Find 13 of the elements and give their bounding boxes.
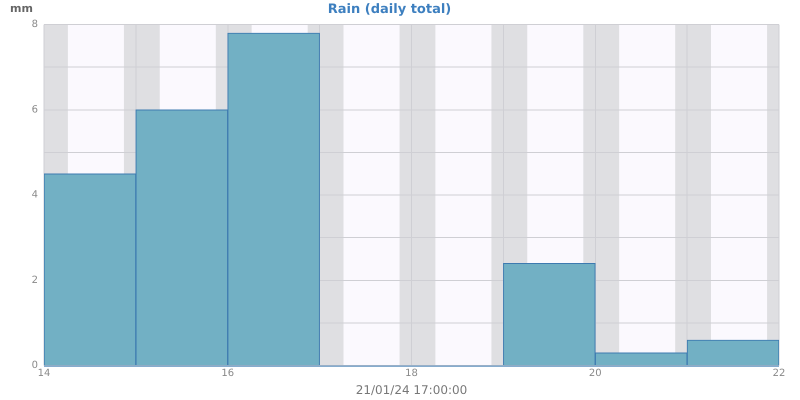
y-axis-title: mm: [10, 2, 33, 15]
y-tick-label: 2: [32, 274, 38, 286]
x-tick-label: 20: [588, 368, 602, 380]
y-tick-label: 6: [32, 104, 38, 116]
x-tick-label: 22: [772, 368, 786, 380]
chart-title: Rain (daily total): [328, 2, 452, 18]
x-axis-title: 21/01/24 17:00:00: [356, 382, 468, 397]
x-tick-label: 18: [405, 368, 418, 380]
y-tick-label: 8: [32, 19, 38, 30]
x-tick-label: 14: [38, 368, 50, 380]
y-tick-label: 0: [32, 360, 38, 372]
x-tick-label: 16: [221, 368, 234, 380]
y-tick-label: 4: [32, 190, 38, 201]
